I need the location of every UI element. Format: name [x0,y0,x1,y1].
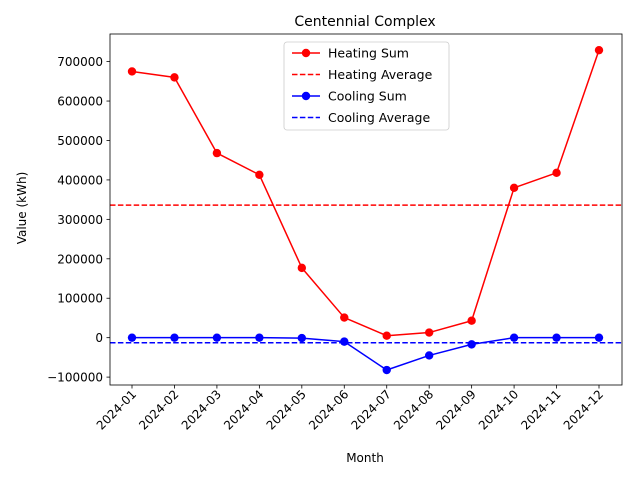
data-point [509,183,519,193]
data-point [170,333,179,342]
data-point [467,316,476,325]
legend-label: Heating Sum [328,46,409,61]
x-tick-label: 2024-08 [391,387,436,432]
data-point [552,333,561,342]
x-tick-label: 2024-01 [94,387,139,432]
y-tick-label: 0 [95,331,103,345]
data-point [127,67,137,76]
chart-title: Centennial Complex [294,14,435,30]
data-point [552,168,561,178]
x-tick-label: 2024-07 [348,387,393,432]
plot-frame [109,33,623,386]
y-tick-label: 300000 [57,213,103,227]
legend-box [283,41,450,131]
data-point [212,333,222,342]
data-point [467,340,476,349]
data-point [127,333,137,342]
x-tick-label: 2024-11 [518,387,563,432]
series-line-2 [132,336,599,371]
data-point [594,333,604,342]
data-point [297,263,307,273]
y-tick-label: 200000 [57,252,103,266]
data-point [424,351,434,360]
y-axis-label: Value (kWh) [15,172,29,245]
legend-label: Cooling Sum [328,89,407,104]
y-tick-label: 400000 [57,173,103,187]
plot-area [110,45,622,375]
data-point [424,328,434,337]
x-tick-label: 2024-03 [179,387,224,432]
data-point [594,45,604,55]
legend-label: Heating Average [328,67,433,82]
legend: Heating Sum Heating Average Cooling Sum Coo… [283,41,450,131]
x-axis-label: Month [346,451,384,465]
data-point [509,333,519,342]
x-tick-label: 2024-04 [221,387,266,432]
data-point [382,331,391,340]
data-point [382,365,391,375]
y-tick-label: 600000 [57,95,103,109]
x-tick-label: 2024-09 [433,387,478,432]
y-tick-label: 100000 [57,292,103,306]
y-tick-label: 500000 [57,134,103,148]
data-point [212,148,222,158]
series-line-0 [131,49,600,337]
data-point [340,313,349,322]
x-tick-label: 2024-10 [476,387,521,432]
x-tick-label: 2024-06 [306,387,351,432]
x-tick-label: 2024-12 [561,387,606,432]
legend-label: Cooling Average [328,110,430,125]
y-tick-label: −100000 [47,371,103,385]
data-point [255,170,264,179]
x-tick-label: 2024-05 [264,387,309,432]
data-point [170,73,179,82]
data-point [340,337,349,346]
legend-marker [301,91,311,101]
legend-marker [301,48,311,58]
data-point [255,333,264,342]
x-tick-label: 2024-02 [136,387,181,432]
y-tick-label: 700000 [57,55,103,69]
data-point [297,333,307,343]
